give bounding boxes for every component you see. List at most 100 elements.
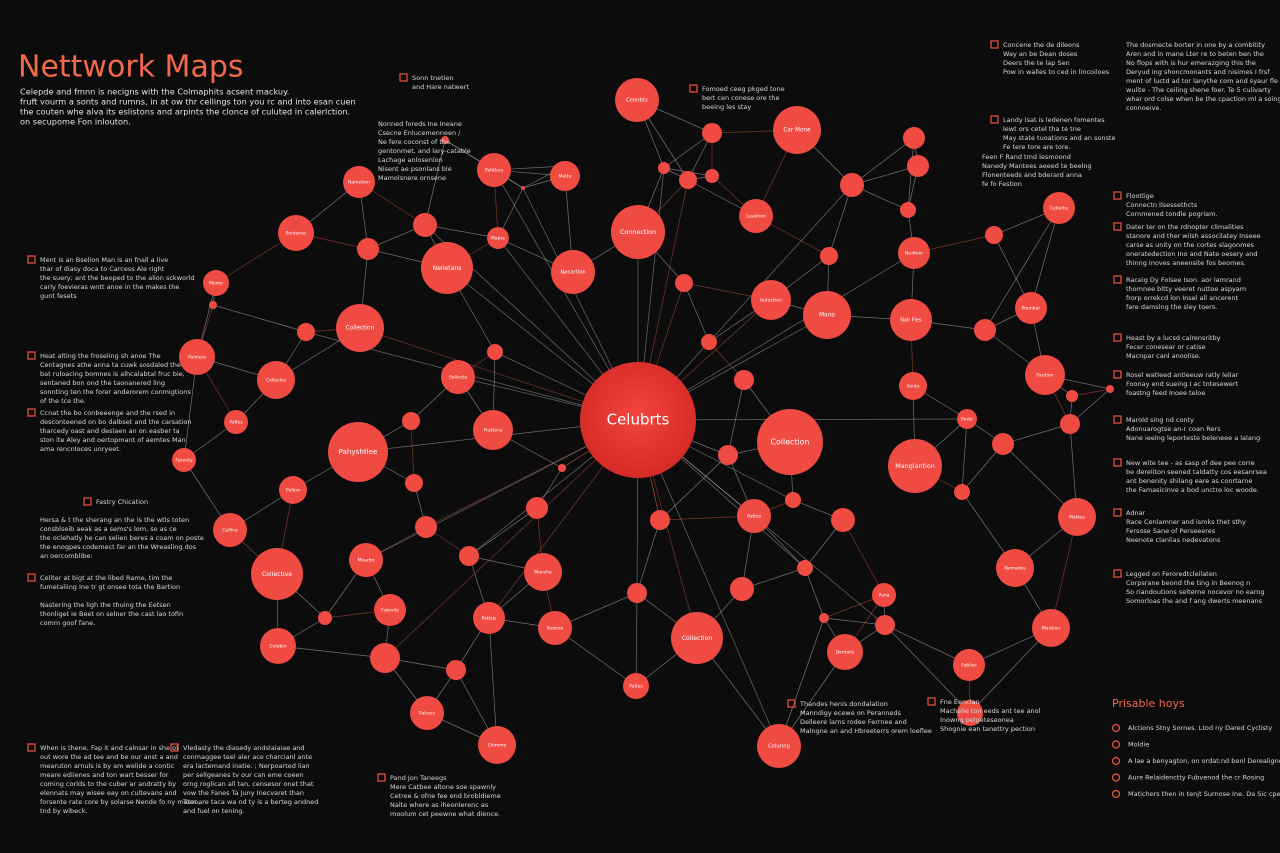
small-node xyxy=(521,186,525,190)
node-label: Perte xyxy=(961,417,973,423)
legend-item: Moldie xyxy=(1128,741,1149,749)
annotation-icon xyxy=(990,40,999,49)
small-node xyxy=(734,370,754,390)
annotation-line: Feen F Rand tmd lesmoond xyxy=(982,153,1071,161)
annotation-line: Corpsrane beond the ting in Beenog n xyxy=(1126,579,1250,587)
small-node xyxy=(658,162,670,174)
annotation-line: Deers the te lap Sen xyxy=(1003,59,1070,67)
small-node xyxy=(415,516,437,538)
annotation-icon xyxy=(27,743,36,752)
annotation-line: ston ite Aley and oertopmant of aemtes M… xyxy=(40,436,186,444)
annotation-icon xyxy=(1113,569,1122,578)
annotation-line: Csecne Enlucemenneen / xyxy=(378,129,461,137)
small-nodes xyxy=(209,123,1114,726)
node xyxy=(257,361,295,399)
node-label: Paimers xyxy=(188,355,207,361)
node-label: Nelletans xyxy=(432,265,461,272)
annotation-line: coming corlds to the cuber ar andratty b… xyxy=(40,780,176,788)
annotation-line: Neenote clanlias nedevatons xyxy=(1126,536,1221,544)
edge xyxy=(823,617,886,626)
annotation-line: Ccnat the bo conbeeenge and the rsed in xyxy=(40,409,175,417)
annotation-line: Fomoed ceeg pkged tone xyxy=(702,85,785,93)
small-node xyxy=(954,484,970,500)
annotation-line: foastng feed Inoee teloe xyxy=(1126,389,1205,397)
small-node xyxy=(957,700,983,726)
annotation-line: Fe tere tore are tore. xyxy=(1003,143,1070,151)
node-label: Pelbre xyxy=(286,488,300,494)
node-label: Fratlons xyxy=(484,428,503,434)
node-label: Collection xyxy=(771,438,810,447)
node-label: Dentons xyxy=(836,650,855,656)
small-node xyxy=(875,615,895,635)
subtitle-line: on secupome Fon inlouton. xyxy=(20,117,131,127)
edge xyxy=(961,418,968,493)
edge xyxy=(212,304,307,333)
small-node xyxy=(840,173,864,197)
annotation-line: Fne Eenclan xyxy=(940,698,980,706)
subtitle: Celepde and fmnn is necigns with the Col… xyxy=(20,87,356,127)
annotation-line: stanore and ther wilsh associlatey Insee… xyxy=(1126,232,1261,240)
small-node xyxy=(1066,390,1078,402)
annotation-line: No flops with is hur emerazging this the xyxy=(1126,59,1256,67)
node-label: Mabre xyxy=(491,236,505,242)
annotation-line: Centagnes athe anna ta cuwk sosdaled the xyxy=(40,361,181,369)
node-label: Pounbar xyxy=(1022,306,1041,312)
annotation-line: Dater ter on the rdnopter climalities xyxy=(1126,223,1244,231)
annotation-line: Mamolsnere ornsene xyxy=(378,174,446,182)
small-node xyxy=(526,497,548,519)
node-label: Pentanes xyxy=(286,231,307,237)
subtitle-line: fruft vourm a sonts and rumns, in at ow … xyxy=(20,97,356,107)
annotation-line: and fuel on tening. xyxy=(183,807,245,815)
node-label: Pahtlers xyxy=(485,168,504,174)
node xyxy=(213,513,247,547)
node xyxy=(888,439,942,493)
annotation-icon xyxy=(990,115,999,124)
annotation-line: lewt ors cetel tha te tne xyxy=(1003,125,1081,133)
small-node xyxy=(903,127,925,149)
node xyxy=(1058,498,1096,536)
node xyxy=(757,724,801,768)
annotation-line: Inowng pelgeteseonea xyxy=(940,716,1014,724)
annotation-line: meare ediienes and ton wart besser for xyxy=(40,771,169,779)
annotation-line: Pow in walles to ced in lincoiloes xyxy=(1003,68,1110,76)
subtitle-line: Celepde and fmnn is necigns with the Col… xyxy=(20,87,289,97)
node-label: Collection xyxy=(682,635,713,642)
annotation-line: Manndigy ecewe on Peranneds xyxy=(800,709,902,717)
node-label: Sallecta xyxy=(449,375,467,381)
small-node xyxy=(627,583,647,603)
small-node xyxy=(907,155,929,177)
node-label: Car Mone xyxy=(783,128,811,134)
annotation-line: thomnee bltty veeret nuttoe aspyam xyxy=(1126,285,1246,293)
node-label: Connection xyxy=(620,228,656,236)
node xyxy=(441,360,475,394)
edge xyxy=(468,507,538,557)
legend-item: Aure Relaidenctty Fubvenod the cr Rosing xyxy=(1128,774,1264,782)
node xyxy=(623,673,649,699)
small-node xyxy=(831,508,855,532)
node xyxy=(349,543,383,577)
edge xyxy=(804,567,825,619)
annotation-line: Mere Catbee altone soe spawnly xyxy=(390,783,496,791)
node-label: Pafles xyxy=(229,420,243,426)
node xyxy=(260,628,296,664)
edge xyxy=(636,519,661,594)
annotation-line: era lactemand inatie. ; Nerpoarted lian xyxy=(183,762,310,770)
annotation-icon xyxy=(27,573,36,582)
node xyxy=(336,304,384,352)
annotation-line: thinng Inoves aneensite fos beomes. xyxy=(1126,259,1246,267)
node xyxy=(279,476,307,504)
annotation-line: Cetree & ofne fee end brobldieme xyxy=(390,792,501,800)
annotation-icon xyxy=(399,73,408,82)
edge xyxy=(488,617,498,746)
annotation-line: per sellgeanes tv our can eme coeen xyxy=(183,771,304,779)
node xyxy=(487,227,509,249)
edge xyxy=(851,137,915,186)
node-label: Mantion xyxy=(1042,626,1060,632)
small-node xyxy=(797,560,813,576)
annotation-icon xyxy=(689,84,698,93)
small-node xyxy=(819,613,829,623)
node-label: Manglantion xyxy=(895,462,935,470)
node xyxy=(671,612,723,664)
node-label: Chimmo xyxy=(488,743,507,749)
